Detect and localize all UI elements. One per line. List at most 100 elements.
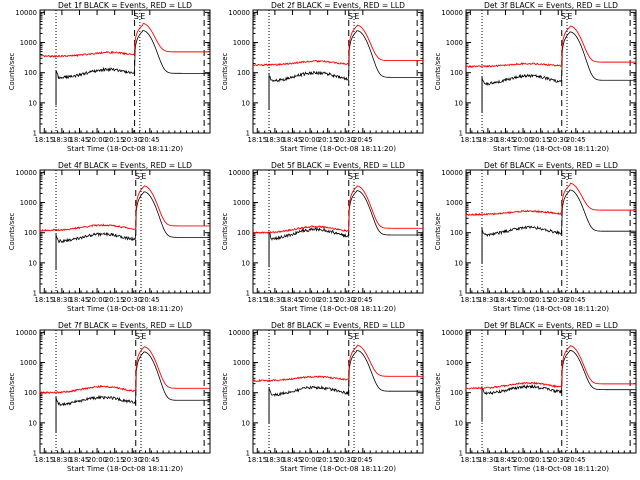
series-events-line — [268, 190, 423, 241]
x-tick-label: 18:45 — [70, 296, 90, 304]
x-tick-label: 18:15 — [248, 456, 268, 464]
x-axis-label: Start Time (18-Oct-08 18:11:20) — [280, 464, 396, 473]
y-axis-label: Counts/sec — [8, 373, 16, 411]
x-axis-label: Start Time (18-Oct-08 18:11:20) — [493, 464, 609, 473]
y-tick-label: 10000 — [441, 9, 463, 17]
marker-label-s: S — [134, 12, 139, 21]
x-axis-label: Start Time (18-Oct-08 18:11:20) — [67, 304, 183, 313]
x-tick-label: 20:15 — [105, 296, 125, 304]
x-tick-label: 20:00 — [300, 456, 320, 464]
x-tick-label: 20:45 — [566, 136, 586, 144]
y-tick-label: 10000 — [441, 169, 463, 177]
x-tick-label: 18:45 — [496, 296, 516, 304]
x-tick-label: 18:30 — [52, 296, 72, 304]
marker-label-s: S — [348, 12, 353, 21]
marker-label-e: E — [354, 12, 359, 21]
y-tick-label: 10 — [28, 259, 37, 267]
series-lld-line — [39, 346, 210, 395]
chart-panel-7: Det 7f BLACK = Events, RED = LLD 1 10 100 10… — [8, 321, 211, 473]
y-tick-label: 100 — [450, 389, 463, 397]
x-tick-label: 18:30 — [265, 136, 285, 144]
y-tick-label: 1000 — [233, 39, 250, 47]
y-axis-label: Counts/sec — [221, 53, 229, 91]
marker-label-s: S — [561, 12, 566, 21]
y-tick-label: 10000 — [228, 169, 250, 177]
x-tick-label: 18:15 — [461, 136, 481, 144]
x-tick-label: 18:45 — [70, 456, 90, 464]
y-axis-label: Counts/sec — [221, 213, 229, 251]
chart-title: Det 3f BLACK = Events, RED = LLD — [484, 1, 618, 10]
x-tick-label: 18:15 — [35, 456, 55, 464]
x-tick-label: 18:30 — [52, 456, 72, 464]
y-tick-label: 100 — [237, 229, 250, 237]
y-axis-label: Counts/sec — [8, 53, 16, 91]
marker-label-s: S — [348, 332, 353, 341]
y-tick-label: 1 — [33, 450, 37, 458]
y-tick-label: 10 — [454, 419, 463, 427]
chart-title: Det 8f BLACK = Events, RED = LLD — [271, 321, 405, 330]
x-tick-label: 20:45 — [140, 456, 160, 464]
x-tick-label: 20:15 — [105, 136, 125, 144]
x-tick-label: 20:30 — [335, 296, 355, 304]
y-tick-label: 1 — [459, 130, 463, 138]
y-tick-label: 10 — [28, 99, 37, 107]
x-tick-label: 20:15 — [318, 296, 338, 304]
y-tick-label: 1 — [33, 290, 37, 298]
x-tick-label: 20:45 — [566, 456, 586, 464]
x-axis-label: Start Time (18-Oct-08 18:11:20) — [280, 304, 396, 313]
plot-frame — [252, 169, 424, 294]
plot-frame — [465, 9, 637, 134]
x-tick-label: 20:15 — [531, 136, 551, 144]
x-tick-label: 18:45 — [496, 456, 516, 464]
x-tick-label: 20:30 — [335, 136, 355, 144]
series-events-line — [269, 350, 423, 397]
series-events-line — [481, 189, 636, 238]
x-tick-label: 18:15 — [35, 296, 55, 304]
y-tick-label: 1000 — [20, 359, 37, 367]
y-tick-label: 1 — [459, 290, 463, 298]
x-axis-label: Start Time (18-Oct-08 18:11:20) — [493, 304, 609, 313]
x-tick-label: 20:45 — [566, 296, 586, 304]
y-tick-label: 100 — [24, 389, 37, 397]
x-tick-label: 18:30 — [265, 456, 285, 464]
plot-frame — [39, 169, 211, 294]
x-tick-label: 18:45 — [283, 296, 303, 304]
x-tick-label: 20:00 — [513, 136, 533, 144]
chart-panel-4: Det 4f BLACK = Events, RED = LLD 1 10 100 10… — [8, 161, 211, 313]
chart-title: Det 9f BLACK = Events, RED = LLD — [484, 321, 618, 330]
chart-title: Det 7f BLACK = Events, RED = LLD — [58, 321, 192, 330]
x-tick-label: 20:30 — [548, 136, 568, 144]
marker-label-e: E — [354, 332, 359, 341]
series-lld-line — [465, 345, 636, 390]
x-tick-label: 20:30 — [122, 296, 142, 304]
x-tick-label: 18:30 — [265, 296, 285, 304]
x-tick-label: 20:00 — [513, 296, 533, 304]
marker-label-s: S — [135, 332, 140, 341]
y-tick-label: 10 — [454, 99, 463, 107]
chart-panel-8: Det 8f BLACK = Events, RED = LLD 1 10 100 10… — [221, 321, 424, 473]
x-tick-label: 18:30 — [52, 136, 72, 144]
y-axis-label: Counts/sec — [221, 373, 229, 411]
chart-title: Det 1f BLACK = Events, RED = LLD — [58, 1, 192, 10]
series-lld-line — [465, 25, 636, 68]
plot-frame — [465, 169, 637, 294]
plot-frame — [252, 329, 424, 454]
y-tick-label: 10000 — [228, 329, 250, 337]
x-tick-label: 20:00 — [513, 456, 533, 464]
x-tick-label: 20:15 — [531, 456, 551, 464]
y-tick-label: 1000 — [20, 199, 37, 207]
y-tick-label: 1000 — [446, 199, 463, 207]
chart-panel-5: Det 5f BLACK = Events, RED = LLD 1 10 100 10… — [221, 161, 424, 313]
chart-title: Det 5f BLACK = Events, RED = LLD — [271, 161, 405, 170]
y-tick-label: 1000 — [446, 359, 463, 367]
y-tick-label: 1 — [246, 290, 250, 298]
x-tick-label: 18:45 — [283, 456, 303, 464]
x-tick-label: 20:45 — [353, 296, 373, 304]
x-tick-label: 20:45 — [140, 136, 160, 144]
y-tick-label: 10 — [241, 99, 250, 107]
y-tick-label: 10 — [241, 259, 250, 267]
marker-label-e: E — [567, 332, 572, 341]
y-tick-label: 100 — [450, 229, 463, 237]
chart-title: Det 2f BLACK = Events, RED = LLD — [271, 1, 405, 10]
